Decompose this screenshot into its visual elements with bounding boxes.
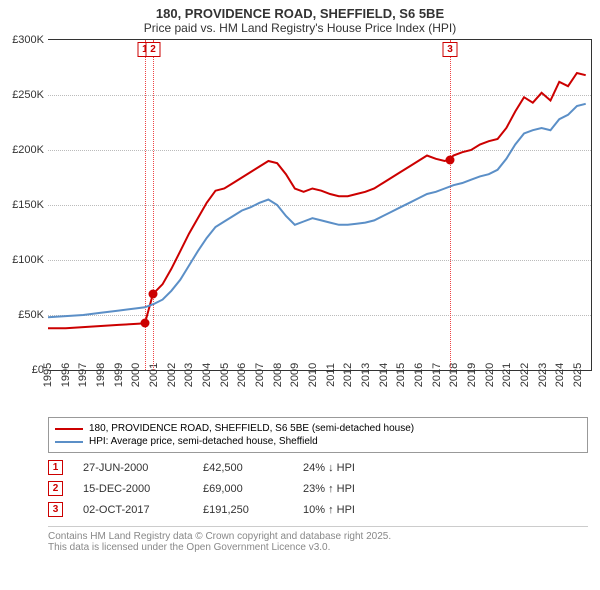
series-price_paid	[48, 73, 586, 328]
transaction-marker: 3	[48, 502, 63, 517]
footer-line-1: Contains HM Land Registry data © Crown c…	[48, 531, 588, 542]
marker-label: 3	[442, 42, 457, 57]
transaction-delta: 10% ↑ HPI	[303, 504, 355, 516]
legend-swatch	[55, 428, 83, 430]
transaction-row: 1 27-JUN-2000 £42,500 24% ↓ HPI	[48, 457, 588, 478]
transaction-price: £42,500	[203, 462, 283, 474]
chart-container: 180, PROVIDENCE ROAD, SHEFFIELD, S6 5BE …	[0, 0, 600, 553]
footer-line-2: This data is licensed under the Open Gov…	[48, 542, 588, 553]
x-axis: 1995199619971998199920002001200220032004…	[48, 371, 592, 411]
transaction-row: 2 15-DEC-2000 £69,000 23% ↑ HPI	[48, 478, 588, 499]
y-axis: £0£50K£100K£150K£200K£250K£300K	[0, 40, 48, 370]
y-tick-label: £50K	[18, 309, 44, 321]
y-tick-label: £100K	[12, 254, 44, 266]
footer-credits: Contains HM Land Registry data © Crown c…	[48, 526, 588, 553]
transaction-price: £191,250	[203, 504, 283, 516]
y-tick-label: £150K	[12, 199, 44, 211]
legend-label: 180, PROVIDENCE ROAD, SHEFFIELD, S6 5BE …	[89, 423, 414, 434]
legend: 180, PROVIDENCE ROAD, SHEFFIELD, S6 5BE …	[48, 417, 588, 453]
transaction-date: 27-JUN-2000	[83, 462, 183, 474]
chart-title-main: 180, PROVIDENCE ROAD, SHEFFIELD, S6 5BE	[0, 0, 600, 21]
legend-row: HPI: Average price, semi-detached house,…	[55, 435, 581, 448]
series-hpi	[48, 104, 586, 317]
transaction-date: 02-OCT-2017	[83, 504, 183, 516]
legend-row: 180, PROVIDENCE ROAD, SHEFFIELD, S6 5BE …	[55, 422, 581, 435]
legend-label: HPI: Average price, semi-detached house,…	[89, 436, 318, 447]
marker-dot	[140, 319, 149, 328]
chart-plot-area: 123	[48, 39, 592, 371]
marker-dot	[149, 290, 158, 299]
transaction-date: 15-DEC-2000	[83, 483, 183, 495]
transaction-marker: 2	[48, 481, 63, 496]
y-tick-label: £300K	[12, 34, 44, 46]
transaction-price: £69,000	[203, 483, 283, 495]
transaction-delta: 23% ↑ HPI	[303, 483, 355, 495]
y-tick-label: £250K	[12, 89, 44, 101]
transaction-row: 3 02-OCT-2017 £191,250 10% ↑ HPI	[48, 499, 588, 520]
transaction-delta: 24% ↓ HPI	[303, 462, 355, 474]
transactions-table: 1 27-JUN-2000 £42,500 24% ↓ HPI 2 15-DEC-2000…	[48, 457, 588, 520]
legend-swatch	[55, 441, 83, 443]
transaction-marker: 1	[48, 460, 63, 475]
chart-svg	[48, 40, 591, 370]
marker-label: 2	[146, 42, 161, 57]
marker-dot	[445, 155, 454, 164]
y-tick-label: £200K	[12, 144, 44, 156]
chart-title-sub: Price paid vs. HM Land Registry's House …	[0, 21, 600, 39]
